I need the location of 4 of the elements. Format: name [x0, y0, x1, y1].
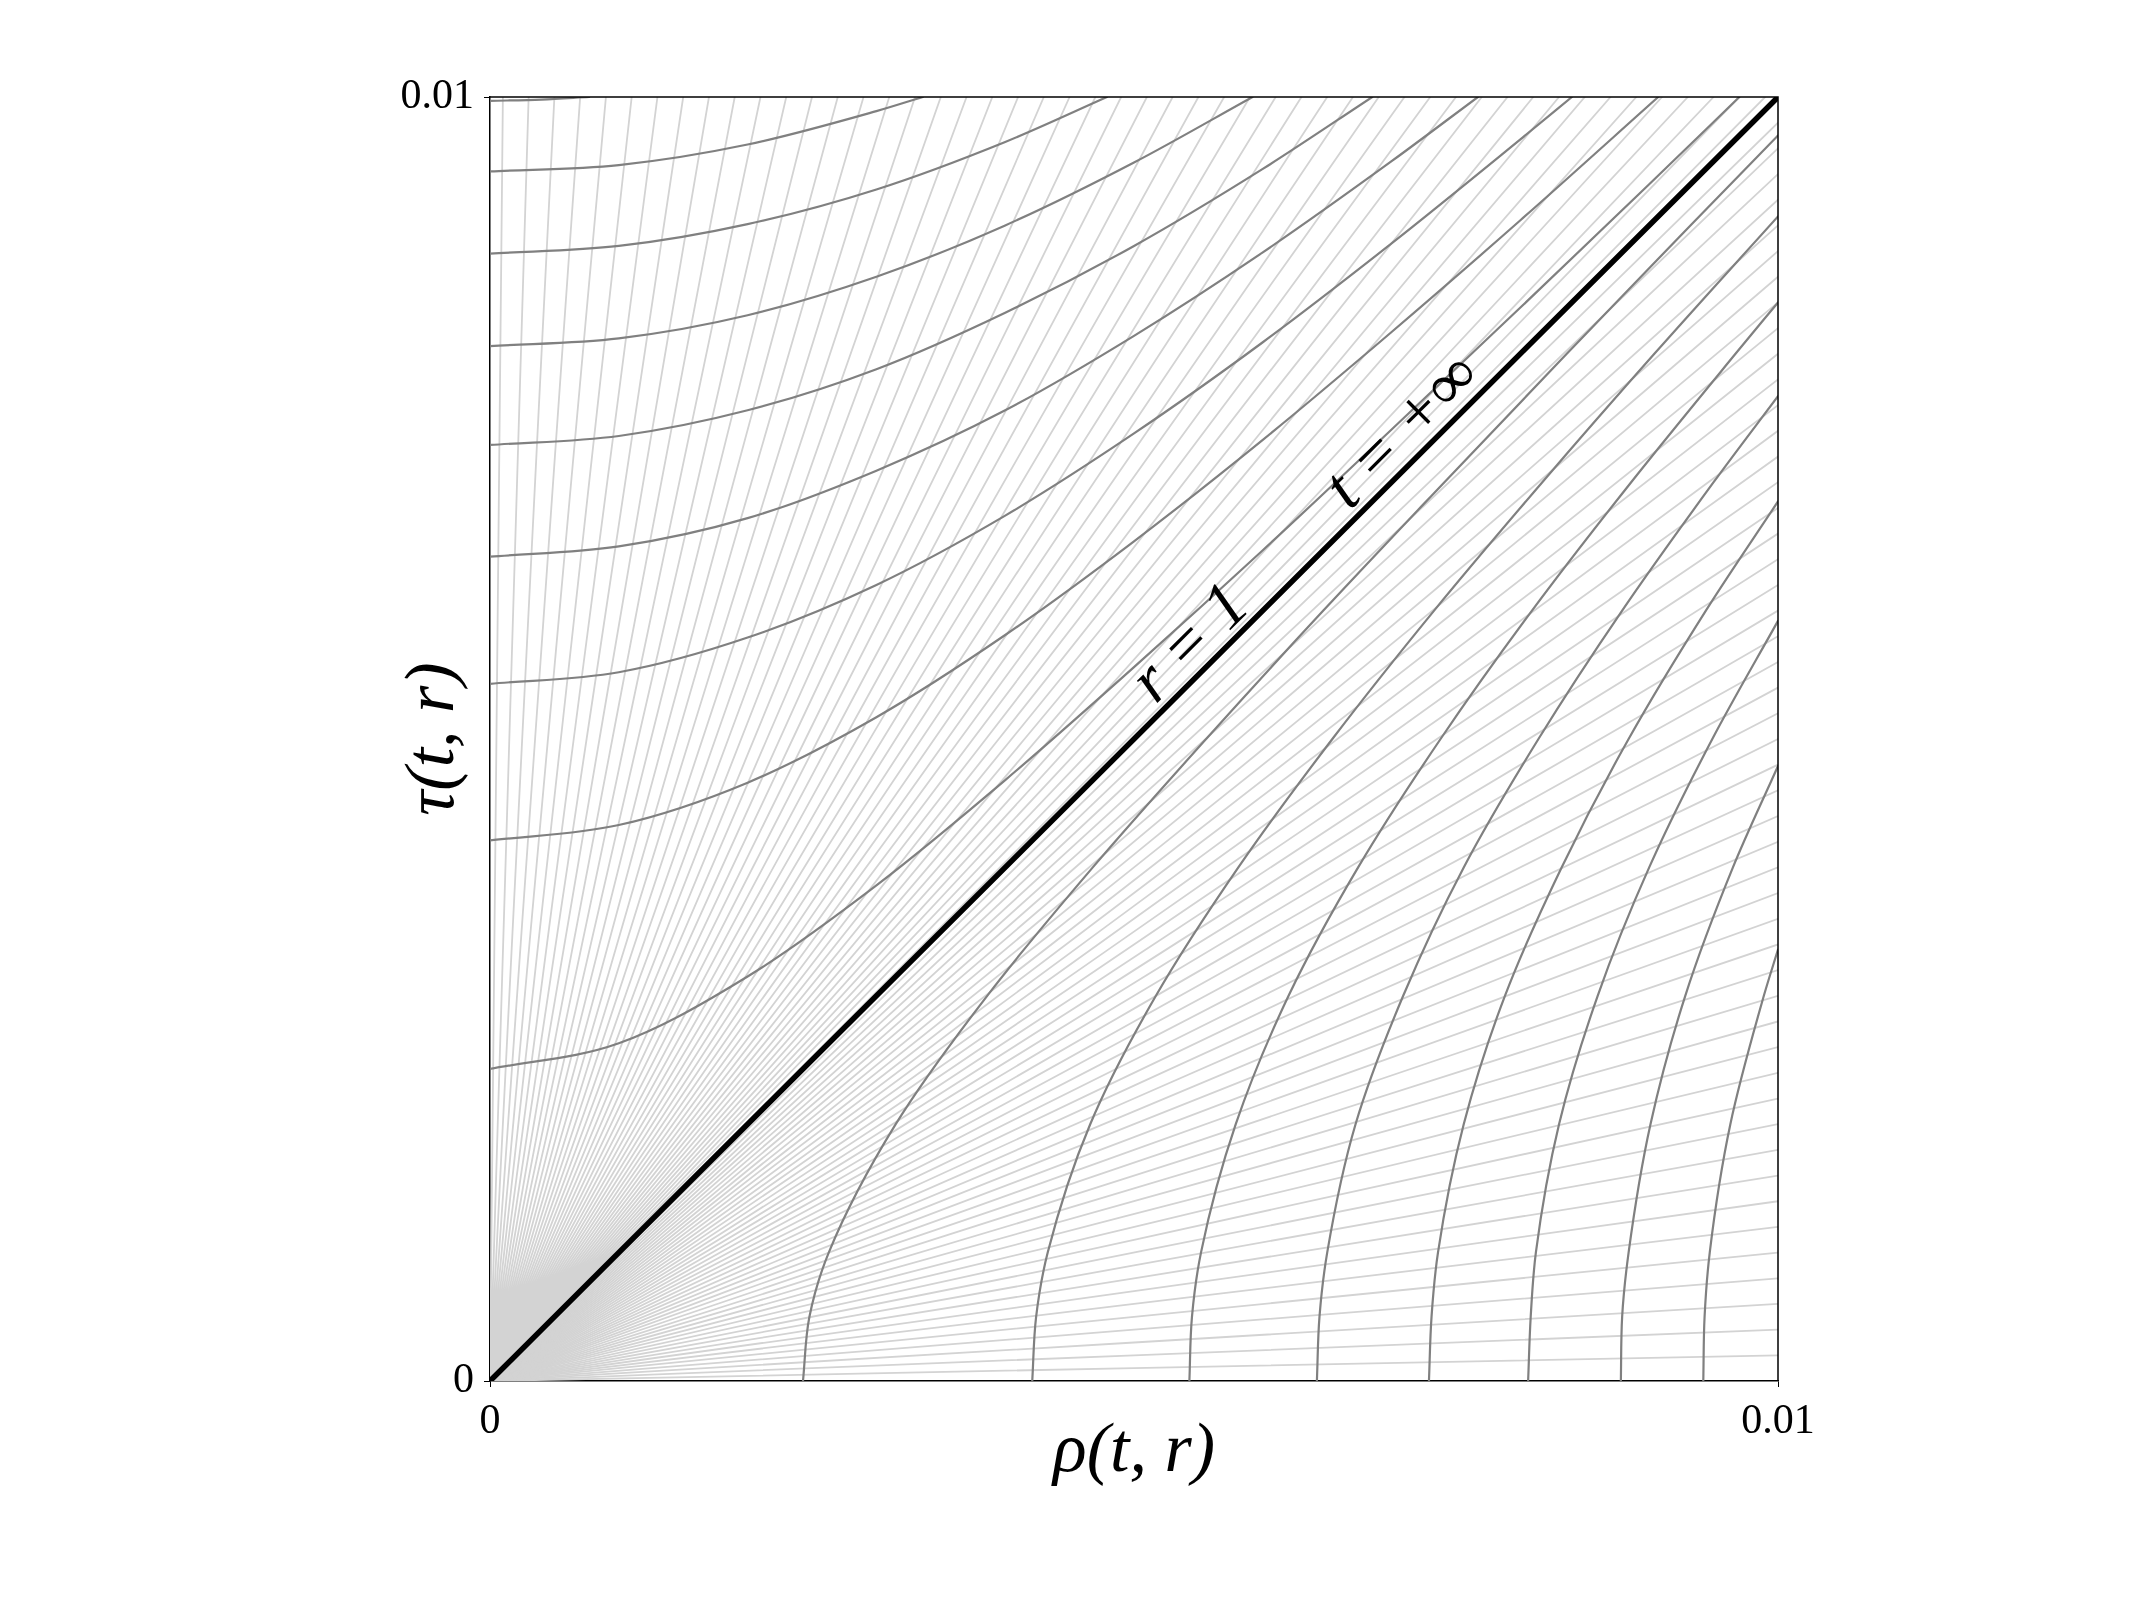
y-axis-title: τ(t, r) [391, 662, 469, 816]
x-axis-title: ρ(t, r) [1051, 1409, 1215, 1487]
annotation: r = 1 [1113, 566, 1262, 715]
annotation: t = +∞ [1308, 337, 1493, 522]
